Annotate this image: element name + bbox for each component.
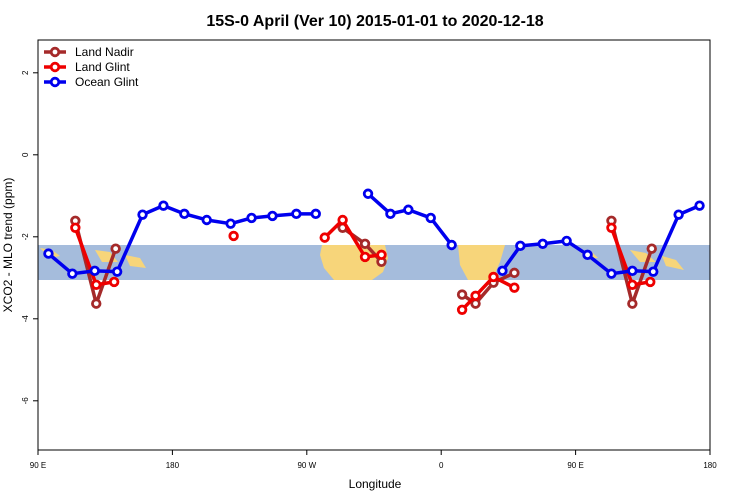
point <box>376 249 387 261</box>
x-axis-label: Longitude <box>349 477 402 491</box>
land-patch <box>320 245 388 280</box>
point <box>228 230 239 242</box>
point <box>515 240 526 252</box>
point <box>362 188 374 199</box>
point <box>158 200 169 211</box>
y-tick-label: 0 <box>21 152 30 157</box>
x-tick-label: 180 <box>703 461 717 470</box>
point <box>267 210 278 222</box>
series-line <box>461 271 516 306</box>
point <box>310 208 321 220</box>
point <box>425 212 436 224</box>
point <box>201 214 212 226</box>
point <box>509 267 520 279</box>
y-tick-label: -6 <box>21 397 30 405</box>
point <box>646 243 657 254</box>
point <box>337 214 348 226</box>
series-line <box>460 275 516 311</box>
point <box>43 248 54 259</box>
point <box>582 249 593 261</box>
legend-marker <box>49 76 61 88</box>
point <box>359 238 371 249</box>
point <box>403 204 414 215</box>
point <box>70 222 81 233</box>
point <box>291 208 302 220</box>
point <box>91 298 102 309</box>
point <box>648 266 659 277</box>
point <box>606 222 617 233</box>
legend-label: Ocean Glint <box>75 75 139 89</box>
point <box>470 290 481 302</box>
point <box>645 276 656 288</box>
point <box>627 279 638 290</box>
point <box>673 209 684 220</box>
point <box>694 200 705 211</box>
point <box>319 232 330 243</box>
point <box>537 238 548 249</box>
point <box>627 298 638 309</box>
series-line <box>366 192 454 247</box>
legend-label: Land Glint <box>75 60 130 74</box>
x-tick-label: 90 E <box>30 461 46 470</box>
x-tick-label: 180 <box>166 461 180 470</box>
y-tick-label: -2 <box>21 233 30 241</box>
point <box>67 268 78 279</box>
point <box>110 243 121 254</box>
y-axis-label: XCO2 - MLO trend (ppm) <box>1 178 15 313</box>
land-patch <box>458 245 505 280</box>
x-tick-label: 90 W <box>297 461 316 470</box>
point <box>606 268 617 279</box>
plot-frame <box>37 39 711 451</box>
point <box>111 266 123 277</box>
point <box>359 251 371 263</box>
point <box>225 218 236 229</box>
point <box>488 271 499 283</box>
point <box>179 208 190 220</box>
point <box>497 265 508 277</box>
point <box>456 304 468 315</box>
chart-title: 15S-0 April (Ver 10) 2015-01-01 to 2020-… <box>206 13 543 30</box>
x-tick-label: 0 <box>439 461 444 470</box>
point <box>137 209 148 220</box>
point <box>446 239 457 251</box>
y-tick-label: -4 <box>21 315 30 323</box>
point <box>627 265 638 277</box>
point <box>246 212 257 224</box>
point <box>89 265 100 277</box>
point <box>91 279 102 290</box>
point <box>108 276 120 288</box>
series-line <box>501 204 701 276</box>
point <box>509 282 520 293</box>
legend-marker <box>49 46 61 58</box>
series-line <box>323 218 382 259</box>
point <box>385 208 396 220</box>
y-tick-label: 2 <box>21 70 30 75</box>
legend-label: Land Nadir <box>75 45 134 59</box>
point <box>456 289 468 300</box>
x-tick-label: 90 E <box>567 461 583 470</box>
legend-marker <box>49 61 61 73</box>
point <box>561 235 572 247</box>
